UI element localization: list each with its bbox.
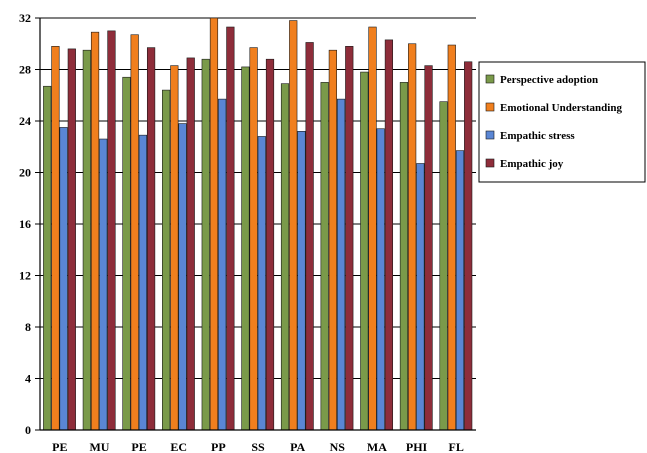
bar-empathic-stress	[138, 134, 147, 431]
x-tick-label: PA	[290, 440, 305, 453]
x-tick-label: MA	[367, 440, 387, 453]
bar-empathic-joy	[345, 46, 354, 431]
bar-empathic-joy	[464, 61, 473, 431]
y-tick-labels: 0 4 8 12 16 20 24 28 32	[19, 11, 40, 437]
bars	[43, 17, 473, 431]
bar-emotional-understanding	[289, 20, 298, 431]
bar-perspective-adoption	[241, 66, 250, 431]
bar-emotional-understanding	[170, 65, 179, 431]
legend-box	[478, 61, 646, 183]
x-tick-label: MU	[89, 440, 109, 453]
bar-empathic-joy	[226, 26, 235, 431]
x-tick-labels: PE MU PE EC PP SS PA NS MA PHI FL	[52, 440, 464, 453]
bar-perspective-adoption	[439, 101, 448, 431]
x-tick-label: PP	[211, 440, 226, 453]
bar-perspective-adoption	[122, 76, 131, 431]
bar-perspective-adoption	[162, 89, 171, 431]
bar-empathic-joy	[305, 42, 314, 431]
legend-label: Empathic joy	[500, 158, 564, 170]
bar-emotional-understanding	[447, 44, 456, 431]
bar-perspective-adoption	[360, 71, 369, 431]
bar-empathic-stress	[455, 150, 465, 431]
bar-empathic-stress	[99, 138, 108, 431]
legend: Perspective adoption Emotional Understand…	[478, 61, 646, 183]
bar-emotional-understanding	[209, 17, 219, 431]
legend-swatch	[485, 158, 495, 168]
y-tick-label: 24	[19, 114, 31, 128]
y-tick-label: 32	[19, 11, 31, 25]
bar-empathic-stress	[218, 98, 227, 431]
legend-swatch	[485, 74, 495, 84]
bar-empathic-joy	[384, 39, 394, 431]
bar-perspective-adoption	[280, 83, 290, 431]
x-tick-label: NS	[330, 440, 346, 453]
bar-emotional-understanding	[51, 46, 60, 431]
bar-emotional-understanding	[328, 49, 337, 431]
y-tick-label: 16	[19, 217, 31, 231]
x-tick-label: PE	[131, 440, 146, 453]
bar-emotional-understanding	[90, 31, 100, 431]
bar-empathic-stress	[336, 98, 346, 431]
bar-empathic-stress	[416, 163, 425, 431]
bar-empathic-joy	[424, 65, 433, 431]
bar-empathic-joy	[186, 57, 195, 431]
x-tick-label: PHI	[406, 440, 428, 453]
y-tick-label: 8	[25, 320, 31, 334]
bar-empathic-stress	[178, 123, 187, 431]
bar-empathic-stress	[257, 136, 266, 431]
bar-perspective-adoption	[320, 82, 329, 431]
legend-label: Perspective adoption	[500, 74, 598, 86]
y-tick-label: 28	[19, 63, 31, 77]
legend-swatch	[485, 102, 495, 112]
bar-emotional-understanding	[130, 34, 139, 431]
bar-empathic-joy	[146, 47, 156, 431]
bar-empathic-stress	[297, 131, 306, 431]
y-tick-label: 12	[19, 269, 31, 283]
bar-emotional-understanding	[408, 43, 417, 431]
x-tick-label: PE	[52, 440, 67, 453]
legend-label: Empathic stress	[500, 130, 575, 142]
legend-label: Emotional Understanding	[500, 102, 622, 114]
bar-perspective-adoption	[82, 49, 91, 431]
bar-empathic-stress	[59, 127, 68, 431]
y-tick-label: 0	[25, 423, 31, 437]
x-tick-label: SS	[251, 440, 265, 453]
bar-empathic-stress	[376, 128, 385, 431]
x-tick-label: FL	[449, 440, 464, 453]
bar-perspective-adoption	[399, 82, 409, 431]
bar-perspective-adoption	[201, 58, 210, 431]
y-tick-label: 4	[25, 372, 31, 386]
bar-empathic-joy	[107, 30, 116, 431]
bar-emotional-understanding	[368, 26, 377, 431]
bar-perspective-adoption	[43, 85, 52, 431]
y-tick-label: 20	[19, 166, 31, 180]
bar-emotional-understanding	[249, 47, 258, 431]
bar-empathic-joy	[67, 48, 76, 431]
bar-empathic-joy	[265, 58, 275, 431]
legend-swatch	[485, 130, 495, 140]
x-tick-label: EC	[170, 440, 187, 453]
